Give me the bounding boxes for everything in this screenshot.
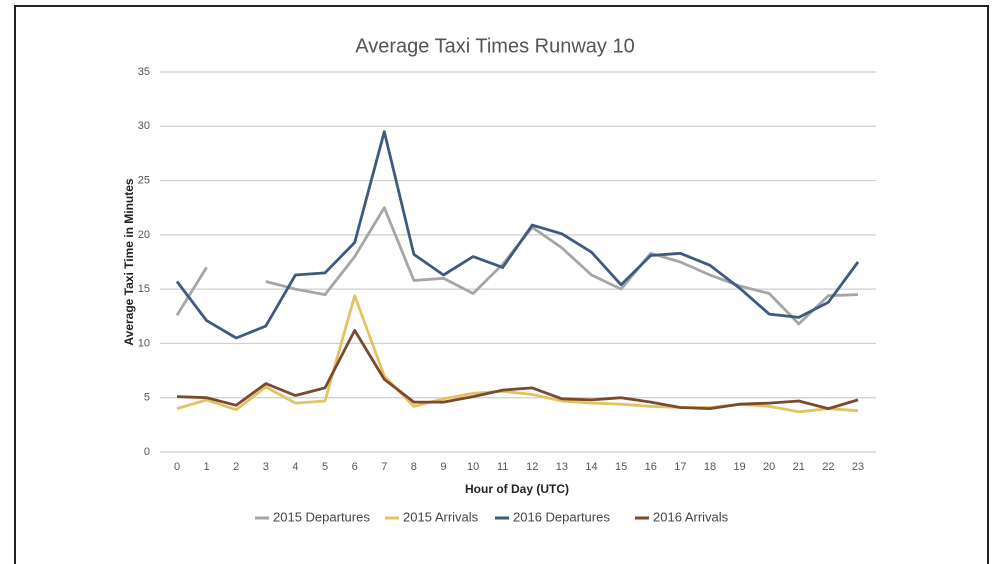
x-tick-label: 10	[467, 461, 479, 473]
y-tick-label: 5	[144, 392, 150, 404]
x-tick-label: 19	[733, 461, 745, 473]
x-tick-label: 1	[204, 461, 210, 473]
x-tick-label: 15	[615, 461, 627, 473]
x-tick-label: 12	[526, 461, 538, 473]
y-tick-label: 15	[138, 283, 150, 295]
x-axis-label: Hour of Day (UTC)	[465, 482, 569, 496]
x-tick-label: 11	[497, 461, 508, 473]
chart-title: Average Taxi Times Runway 10	[355, 35, 634, 57]
y-tick-label: 35	[138, 66, 150, 78]
x-tick-label: 5	[322, 461, 328, 473]
x-tick-label: 16	[645, 461, 657, 473]
x-tick-label: 2	[233, 461, 239, 473]
y-tick-label: 0	[144, 446, 150, 458]
x-tick-label: 4	[292, 461, 298, 473]
legend-label: 2015 Departures	[273, 509, 370, 524]
x-tick-label: 3	[263, 461, 269, 473]
x-tick-label: 13	[556, 461, 568, 473]
x-tick-label: 21	[793, 461, 805, 473]
series-line	[175, 206, 859, 326]
x-tick-label: 18	[704, 461, 716, 473]
x-tick-label: 22	[822, 461, 834, 473]
y-tick-label: 30	[138, 120, 150, 132]
y-tick-label: 10	[138, 337, 150, 349]
x-tick-label: 7	[381, 461, 387, 473]
x-tick-label: 23	[852, 461, 864, 473]
x-tick-label: 14	[585, 461, 597, 473]
series-line	[175, 130, 860, 340]
frame	[14, 5, 989, 564]
x-tick-label: 20	[763, 461, 775, 473]
x-tick-label: 0	[174, 461, 180, 473]
legend-label: 2016 Arrivals	[653, 509, 729, 524]
x-tick-label: 9	[440, 461, 446, 473]
y-axis-label: Average Taxi Time in Minutes	[122, 178, 136, 345]
x-tick-label: 6	[352, 461, 358, 473]
y-tick-label: 25	[138, 174, 150, 186]
x-tick-label: 8	[411, 461, 417, 473]
legend-label: 2015 Arrivals	[403, 509, 479, 524]
series-line	[176, 329, 859, 410]
x-tick-label: 17	[674, 461, 686, 473]
legend-label: 2016 Departures	[513, 509, 610, 524]
series-line	[176, 294, 859, 414]
y-tick-label: 20	[138, 229, 150, 241]
